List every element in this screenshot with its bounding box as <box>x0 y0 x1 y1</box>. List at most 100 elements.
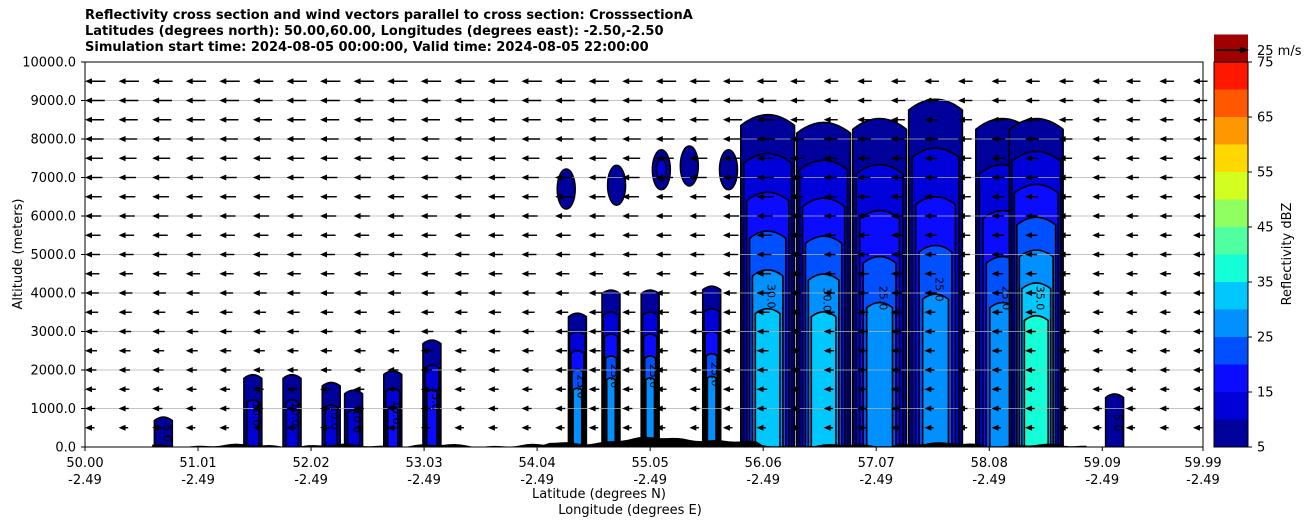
wind-vector <box>1058 405 1069 412</box>
wind-vector <box>353 136 373 142</box>
y-tick-label: 4000.0 <box>31 287 77 302</box>
title-line-2: Latitudes (degrees north): 50.00,60.00, … <box>85 24 664 39</box>
colorbar-tick-label: 25 <box>1257 331 1274 346</box>
reflectivity-field <box>153 98 1125 447</box>
wind-vector <box>1125 328 1137 335</box>
wind-vector <box>555 386 566 393</box>
storm-cell <box>343 389 364 447</box>
wind-vector <box>387 232 403 239</box>
wind-vector <box>252 367 265 373</box>
wind-vector <box>85 424 95 431</box>
x-tick-label-longitude: -2.49 <box>294 473 328 488</box>
wind-vector <box>924 328 936 335</box>
wind-vector <box>1125 116 1140 123</box>
wind-vector <box>1125 270 1138 277</box>
wind-vector <box>185 213 202 219</box>
wind-vector <box>152 270 167 277</box>
wind-vector <box>387 193 404 200</box>
wind-vector <box>1159 193 1173 200</box>
wind-vector <box>722 193 740 200</box>
colorbar-swatch <box>1214 199 1248 227</box>
wind-vector <box>655 347 668 354</box>
wind-vector <box>1125 251 1138 258</box>
contour-labels: 5.0 10.0 10.0 10.0 10.0 15.0 15.0 25.0 25.0 25.0 2… <box>160 277 1124 442</box>
wind-vector <box>1058 213 1072 219</box>
wind-vector <box>991 405 1002 412</box>
wind-vector <box>1159 290 1171 296</box>
wind-vector <box>1025 232 1038 239</box>
wind-vector <box>286 405 297 412</box>
wind-vector <box>790 232 803 239</box>
wind-vector <box>286 78 307 85</box>
wind-vector <box>454 270 469 277</box>
wind-vector <box>857 116 872 123</box>
wind-vector <box>756 386 768 393</box>
wind-vector <box>790 309 802 316</box>
wind-vector <box>521 270 536 277</box>
wind-vector <box>722 424 733 431</box>
storm-cell <box>422 339 442 447</box>
wind-vector <box>353 309 367 316</box>
reflectivity-contour <box>346 409 361 447</box>
wind-vector <box>1192 136 1207 142</box>
wind-vector <box>790 405 800 412</box>
wind-vector <box>252 251 268 258</box>
wind-vector <box>487 367 500 373</box>
wind-vector <box>320 232 336 239</box>
wind-vector <box>454 405 465 412</box>
contour-label: 30.0 <box>821 287 834 312</box>
wind-vector <box>991 270 1004 277</box>
wind-vector <box>790 78 805 85</box>
wind-vector <box>857 155 871 162</box>
wind-vector <box>353 386 365 393</box>
wind-vector <box>555 290 569 296</box>
wind-vector <box>353 155 372 162</box>
wind-vector <box>555 193 572 200</box>
wind-vector <box>1025 155 1039 162</box>
wind-vector <box>420 290 435 296</box>
wind-vector <box>622 347 635 354</box>
wind-vector <box>622 270 637 277</box>
wind-vector <box>252 290 267 296</box>
wind-vector <box>655 251 671 258</box>
wind-vector <box>1159 155 1173 162</box>
wind-vector <box>622 97 642 104</box>
wind-vector <box>689 347 702 354</box>
wind-vector <box>588 309 602 316</box>
wind-vector <box>521 232 538 239</box>
wind-vector <box>286 328 300 335</box>
wind-vector <box>320 193 337 200</box>
wind-vector <box>790 136 804 142</box>
wind-vector <box>420 328 434 335</box>
wind-vector <box>1125 174 1139 181</box>
wind-vector <box>85 405 96 412</box>
x-tick-label-longitude: -2.49 <box>972 473 1006 488</box>
colorbar-swatch <box>1214 227 1248 255</box>
x-tick-label-latitude: 53.03 <box>405 456 442 471</box>
wind-vector <box>890 251 903 258</box>
wind-vector <box>722 309 737 316</box>
wind-vector <box>454 193 472 200</box>
wind-vector <box>219 347 232 354</box>
wind-vector <box>185 270 201 277</box>
wind-vector <box>924 97 939 104</box>
wind-vector <box>991 232 1004 239</box>
storm-cell <box>795 121 852 447</box>
wind-vector <box>1159 213 1172 219</box>
wind-vector <box>1025 136 1039 142</box>
wind-vector <box>722 232 739 239</box>
wind-vector <box>1058 136 1073 142</box>
x-tick-label-longitude: -2.49 <box>1085 473 1119 488</box>
wind-vector <box>823 347 835 354</box>
wind-vector <box>890 270 903 277</box>
wind-vector <box>689 116 709 123</box>
wind-vector <box>219 174 237 181</box>
wind-vector <box>1192 386 1203 393</box>
wind-vector <box>219 367 231 373</box>
wind-vector <box>286 97 307 104</box>
wind-vector <box>622 116 642 123</box>
colorbar-tick-label: 65 <box>1257 111 1274 126</box>
wind-vector <box>1025 213 1038 219</box>
wind-vector <box>85 328 98 335</box>
x-tick-label-latitude: 59.09 <box>1084 456 1121 471</box>
